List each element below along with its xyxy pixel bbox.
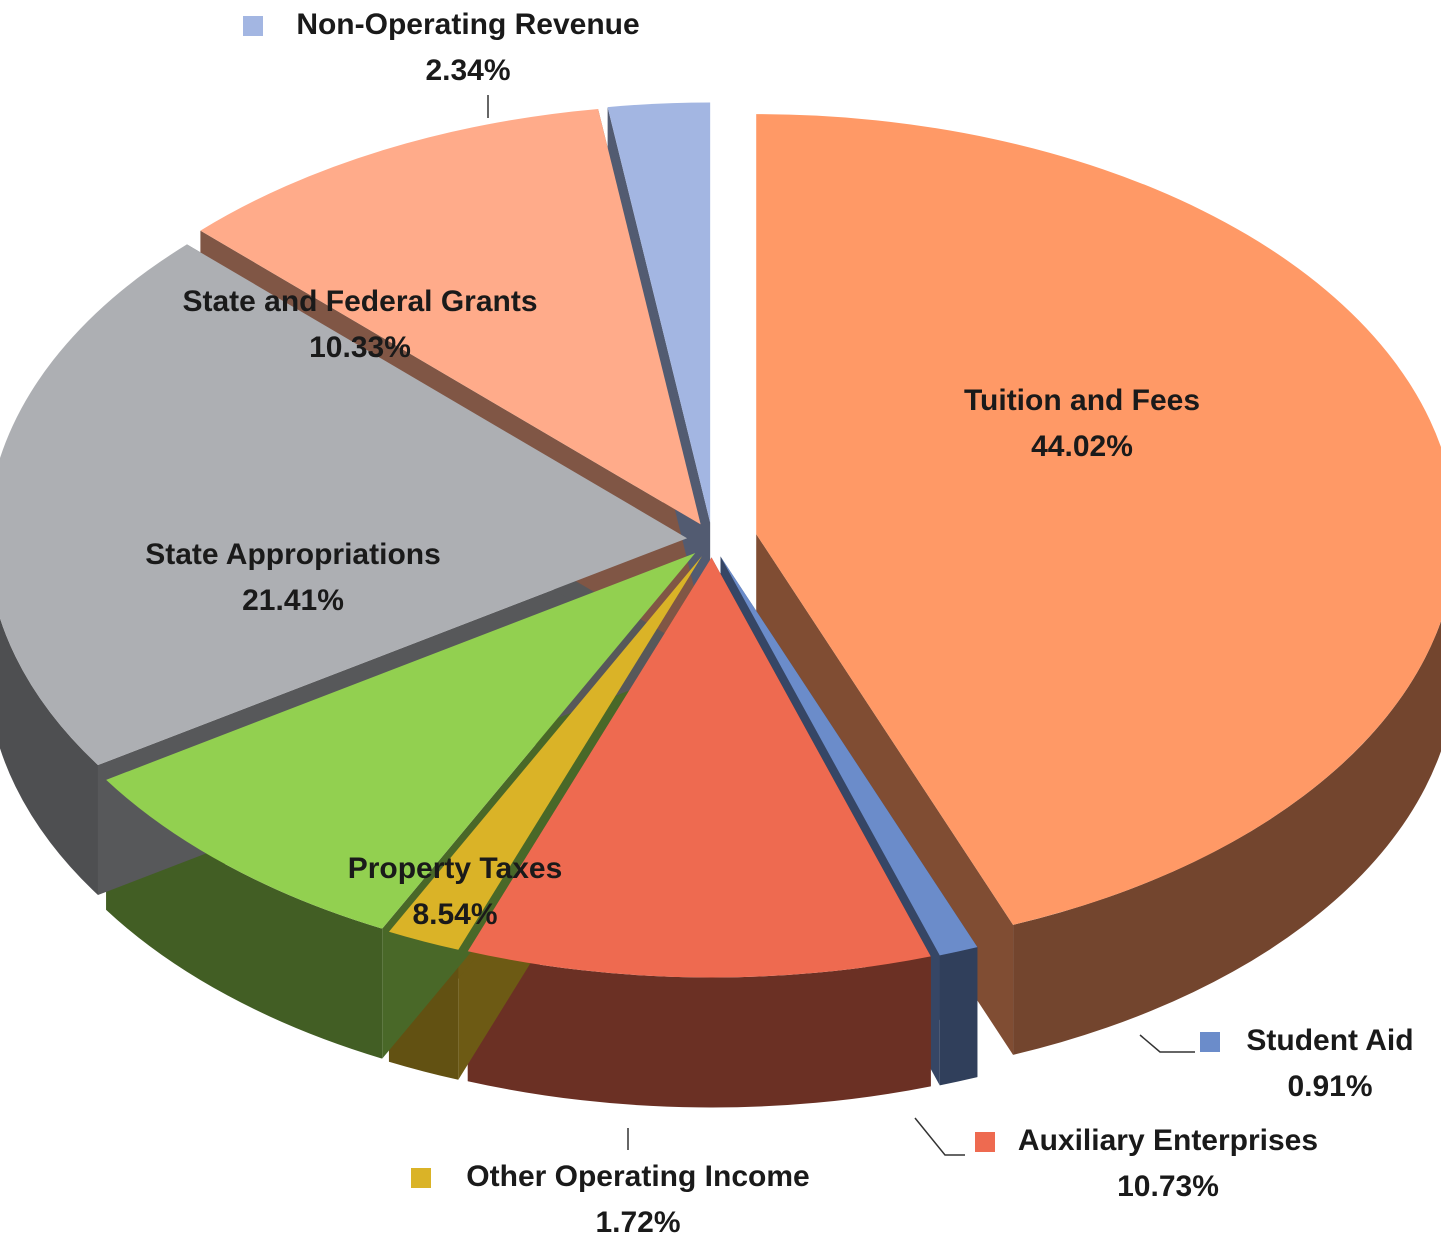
value-label: 21.41% bbox=[242, 584, 344, 617]
value-label: 44.02% bbox=[1031, 430, 1133, 463]
slice-side bbox=[0, 618, 98, 896]
slice-label: Auxiliary Enterprises bbox=[1018, 1124, 1318, 1157]
value-label: 8.54% bbox=[412, 898, 497, 931]
slice bbox=[106, 553, 696, 929]
legend-marker bbox=[243, 16, 263, 36]
slice bbox=[200, 108, 701, 525]
slice bbox=[607, 102, 711, 523]
slice-side bbox=[1013, 620, 1441, 1055]
leader-line bbox=[914, 1117, 965, 1156]
slice bbox=[720, 556, 978, 956]
slice bbox=[467, 557, 931, 978]
slice-label: Other Operating Income bbox=[466, 1160, 809, 1193]
value-label: 10.33% bbox=[309, 331, 411, 364]
slice-label: State and Federal Grants bbox=[182, 285, 537, 318]
slice-label: Property Taxes bbox=[348, 852, 563, 885]
slice-label: Tuition and Fees bbox=[964, 384, 1200, 417]
legend-marker bbox=[975, 1132, 995, 1152]
slice-label: Non-Operating Revenue bbox=[296, 8, 639, 41]
slice bbox=[756, 114, 1441, 925]
slice-label: State Appropriations bbox=[145, 538, 441, 571]
leader-line bbox=[1139, 1034, 1195, 1053]
slice-label: Student Aid bbox=[1246, 1024, 1413, 1057]
legend-marker bbox=[1200, 1032, 1220, 1052]
slice-tops bbox=[0, 102, 1441, 978]
value-label: 10.73% bbox=[1117, 1170, 1219, 1203]
slice-side bbox=[939, 947, 978, 1086]
slice bbox=[388, 556, 703, 950]
slice bbox=[0, 244, 688, 766]
slice-side bbox=[467, 951, 931, 1108]
value-label: 1.72% bbox=[595, 1206, 680, 1239]
legend-marker bbox=[411, 1168, 431, 1188]
value-label: 0.91% bbox=[1287, 1070, 1372, 1103]
value-label: 2.34% bbox=[425, 54, 510, 87]
